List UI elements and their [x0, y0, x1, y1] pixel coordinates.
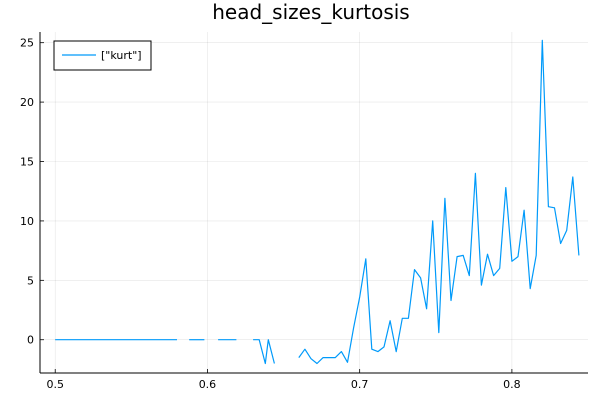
axes	[39, 32, 588, 374]
legend-label: ["kurt"]	[101, 49, 142, 62]
y-tick-label: 5	[27, 274, 34, 287]
y-tick-label: 15	[20, 156, 34, 169]
x-axis-ticks: 0.5 0.6 0.7 0.8	[46, 369, 521, 391]
legend: ["kurt"]	[53, 40, 152, 71]
y-tick-label: 20	[20, 96, 34, 109]
grid-lines	[40, 32, 588, 373]
x-tick-label: 0.6	[199, 378, 217, 391]
plot-area	[55, 39, 580, 365]
x-tick-label: 0.8	[503, 378, 521, 391]
y-axis-ticks: 0 5 10 15 20 25	[20, 37, 44, 347]
x-tick-label: 0.7	[351, 378, 369, 391]
y-tick-label: 10	[20, 215, 34, 228]
y-tick-label: 25	[20, 37, 34, 50]
x-tick-label: 0.5	[46, 378, 64, 391]
kurt-series-line	[298, 39, 580, 365]
chart-title: head_sizes_kurtosis	[212, 0, 409, 24]
y-tick-label: 0	[27, 334, 34, 347]
kurt-series-line	[253, 339, 275, 365]
